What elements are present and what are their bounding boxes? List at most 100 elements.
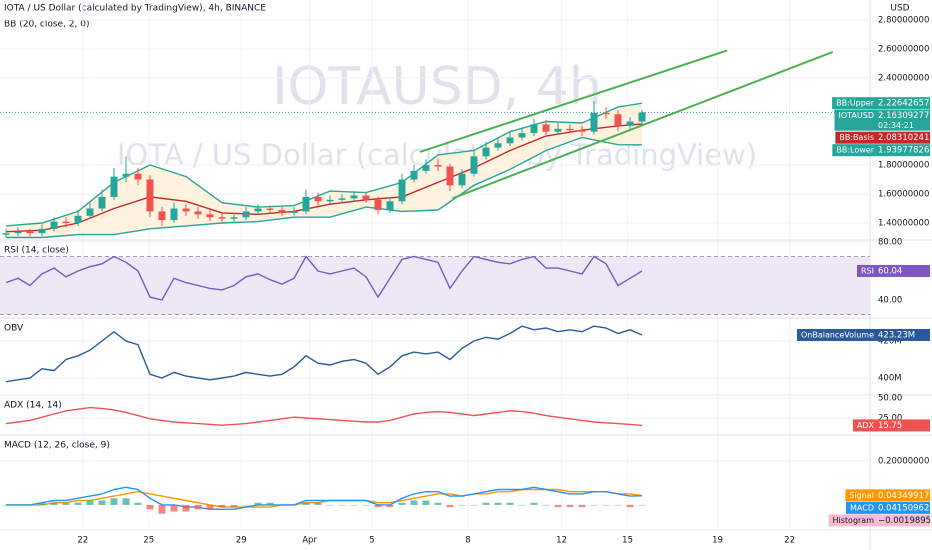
- histogram-bar: [26, 504, 34, 506]
- candle-body: [170, 208, 178, 221]
- candle-body: [590, 112, 598, 132]
- candle-body: [194, 211, 202, 215]
- price-label: BB:Upper 2.22642657: [832, 97, 930, 110]
- label-name: BB:Lower: [836, 146, 874, 155]
- x-tick-label: 12: [556, 536, 567, 546]
- histogram-bar: [230, 504, 238, 508]
- label-value: 1.93977826: [878, 146, 929, 156]
- label-value: 0.04349917: [878, 491, 929, 501]
- candle-body: [554, 128, 562, 132]
- histogram-bar: [110, 498, 118, 505]
- histogram-bar: [506, 502, 514, 505]
- histogram-bar: [398, 502, 406, 505]
- candle-body: [578, 130, 586, 132]
- histogram-bar: [74, 502, 82, 505]
- candle-body: [314, 196, 322, 202]
- candle-body: [50, 221, 58, 229]
- candle-body: [98, 196, 106, 209]
- pane-title: MACD (12, 26, close, 9): [4, 441, 110, 451]
- candle-body: [278, 209, 286, 213]
- histogram-bar: [182, 504, 190, 512]
- price-label: RSI 60.04: [857, 264, 930, 277]
- candle-body: [74, 215, 82, 224]
- histogram-bar: [62, 502, 70, 505]
- indicator-line: [6, 486, 643, 510]
- label-box: [835, 131, 930, 144]
- candle-body: [14, 231, 22, 234]
- histogram-bar: [338, 504, 346, 506]
- label-name: OnBalanceVolume: [801, 330, 874, 339]
- histogram-bar: [86, 500, 94, 505]
- indicator-line: [6, 488, 643, 508]
- candle-body: [374, 199, 382, 210]
- histogram-bar: [158, 504, 166, 514]
- histogram-bar: [302, 502, 310, 505]
- histogram-bar: [2, 504, 10, 506]
- countdown: 02:34:21: [878, 121, 914, 130]
- candle-body: [350, 195, 358, 199]
- candle-body: [254, 208, 262, 212]
- indicator-line: [5, 325, 643, 383]
- histogram-bar: [374, 504, 382, 508]
- histogram-bar: [446, 504, 454, 508]
- candle-body: [362, 195, 370, 200]
- histogram-bar: [350, 504, 358, 506]
- histogram-bar: [470, 504, 478, 506]
- label-box: [834, 109, 930, 131]
- histogram-bar: [122, 498, 130, 505]
- label-box: [832, 144, 930, 157]
- histogram-bar: [146, 504, 154, 510]
- label-box: [852, 419, 930, 432]
- price-label: ADX 15.75: [852, 419, 930, 432]
- candle-body: [266, 208, 274, 210]
- histogram-bar: [410, 500, 418, 505]
- histogram-bar: [518, 504, 526, 506]
- label-name: IOTAUSD: [839, 111, 875, 120]
- label-value: 60.04: [878, 266, 902, 276]
- label-box: [828, 514, 930, 527]
- candle-body: [302, 196, 310, 212]
- candle-body: [242, 211, 250, 218]
- candle-body: [410, 170, 418, 180]
- histogram-bar: [290, 504, 298, 506]
- x-tick-label: 25: [143, 536, 154, 546]
- y-tick-label: 25.00: [878, 414, 902, 424]
- label-value: −0.00198955: [878, 516, 932, 526]
- candle-body: [470, 156, 478, 174]
- y-tick-label: 50.00: [878, 394, 902, 404]
- histogram-bar: [590, 504, 598, 506]
- y-tick-label: 2.80000000: [878, 16, 929, 26]
- chart-title: IOTA / US Dollar (calculated by TradingV…: [4, 4, 266, 14]
- candle-body: [446, 166, 454, 186]
- histogram-bar: [14, 504, 22, 506]
- pane-title: RSI (14, close): [4, 246, 69, 256]
- histogram-bar: [50, 502, 58, 505]
- price-label: Signal 0.04349917: [845, 489, 930, 502]
- histogram-bar: [38, 502, 46, 505]
- candle-body: [62, 221, 70, 224]
- candle-body: [566, 128, 574, 131]
- label-name: BB:Upper: [836, 99, 875, 108]
- candle-body: [230, 217, 238, 219]
- candle-body: [218, 217, 226, 219]
- chart-subtitle: BB (20, close, 2, 0): [4, 20, 89, 30]
- histogram-bar: [98, 500, 106, 505]
- trend-line: [452, 50, 834, 200]
- histogram-bar: [242, 504, 250, 506]
- histogram-bar: [530, 502, 538, 505]
- band-fill: [6, 103, 642, 238]
- x-tick-label: 22: [77, 536, 88, 546]
- histogram-bar: [578, 504, 586, 508]
- label-box: [832, 97, 930, 110]
- x-tick-label: 29: [236, 536, 247, 546]
- candle-body: [614, 114, 622, 126]
- band-line: [6, 136, 643, 239]
- histogram-bar: [266, 502, 274, 505]
- currency-label: USD: [890, 4, 909, 14]
- candle-body: [326, 199, 334, 202]
- candle-body: [530, 124, 538, 134]
- price-label: MACD 0.04150962: [846, 501, 930, 514]
- label-name: RSI: [861, 266, 874, 275]
